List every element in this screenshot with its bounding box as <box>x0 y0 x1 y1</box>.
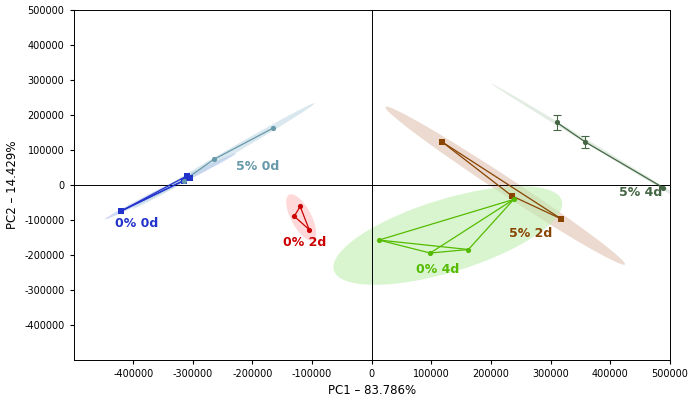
Point <box>268 125 279 131</box>
Text: 0% 0d: 0% 0d <box>115 217 158 230</box>
Text: 0% 4d: 0% 4d <box>416 263 459 276</box>
Point <box>657 184 668 191</box>
Point <box>551 119 562 126</box>
Point <box>181 173 192 179</box>
Ellipse shape <box>286 194 316 241</box>
Text: 5% 0d: 5% 0d <box>236 160 279 173</box>
Ellipse shape <box>105 153 236 219</box>
Point <box>303 226 314 233</box>
Point <box>556 216 567 222</box>
Text: 0% 2d: 0% 2d <box>283 236 327 249</box>
Point <box>425 250 436 256</box>
Point <box>289 213 300 220</box>
Point <box>208 156 219 163</box>
Point <box>437 139 448 145</box>
Ellipse shape <box>133 103 315 209</box>
Point <box>178 177 189 184</box>
Y-axis label: PC2 – 14.429%: PC2 – 14.429% <box>6 141 19 229</box>
Text: 5% 2d: 5% 2d <box>509 226 552 239</box>
Point <box>579 139 591 145</box>
X-axis label: PC1 – 83.786%: PC1 – 83.786% <box>328 384 416 397</box>
Text: 5% 4d: 5% 4d <box>619 186 663 199</box>
Point <box>185 174 196 181</box>
Ellipse shape <box>492 84 694 218</box>
Point <box>178 177 189 184</box>
Point <box>463 246 474 253</box>
Point <box>507 193 518 199</box>
Ellipse shape <box>333 186 562 285</box>
Ellipse shape <box>385 106 625 265</box>
Point <box>373 237 384 243</box>
Point <box>295 203 306 210</box>
Point <box>116 208 127 214</box>
Point <box>508 196 519 203</box>
